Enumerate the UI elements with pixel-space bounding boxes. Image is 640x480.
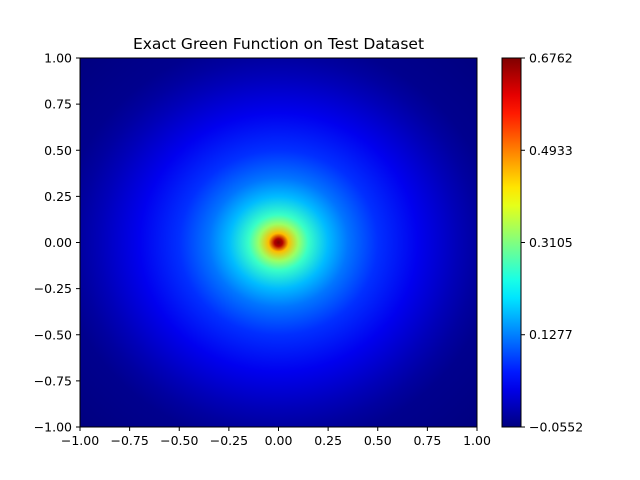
- y-tick-label: −0.75: [34, 373, 72, 388]
- x-tick-label: 1.00: [463, 433, 491, 448]
- colorbar-tick-label: 0.3105: [529, 235, 573, 250]
- colorbar: 0.6762 0.4933 0.3105 0.1277 −0.0552: [501, 51, 583, 435]
- y-tick-label: 0.50: [44, 143, 72, 158]
- x-tick-label: −0.75: [110, 433, 148, 448]
- heatmap-field: [80, 58, 477, 427]
- y-tick-label: −1.00: [34, 420, 72, 435]
- x-axis: −1.00 −0.75 −0.50 −0.25 0.00 0.25 0.50 0.75 1.00: [61, 427, 491, 448]
- x-tick-label: 0.25: [314, 433, 342, 448]
- x-tick-label: −0.50: [160, 433, 198, 448]
- colorbar-tick-label: 0.1277: [529, 327, 573, 342]
- x-tick-label: 0.50: [364, 433, 392, 448]
- x-tick-label: −1.00: [61, 433, 99, 448]
- x-tick-label: −0.25: [210, 433, 248, 448]
- colorbar-tick-label: 0.6762: [529, 51, 573, 66]
- colorbar-axis: 0.6762 0.4933 0.3105 0.1277 −0.0552: [521, 51, 583, 435]
- y-tick-label: 1.00: [44, 51, 72, 66]
- y-tick-label: 0.75: [44, 97, 72, 112]
- y-tick-label: −0.25: [34, 281, 72, 296]
- colorbar-tick-label: −0.0552: [529, 420, 583, 435]
- chart-title: Exact Green Function on Test Dataset: [133, 35, 424, 53]
- colorbar-tick-label: 0.4933: [529, 143, 573, 158]
- x-tick-label: 0.75: [413, 433, 441, 448]
- plot-area: [79, 57, 478, 428]
- colorbar-scale: [502, 58, 521, 427]
- y-tick-label: 0.25: [44, 189, 72, 204]
- y-axis: 1.00 0.75 0.50 0.25 0.00 −0.25 −0.50 −0.75 −1.00: [34, 51, 80, 435]
- x-tick-label: 0.00: [265, 433, 293, 448]
- y-tick-label: 0.00: [44, 235, 72, 250]
- y-tick-label: −0.50: [34, 327, 72, 342]
